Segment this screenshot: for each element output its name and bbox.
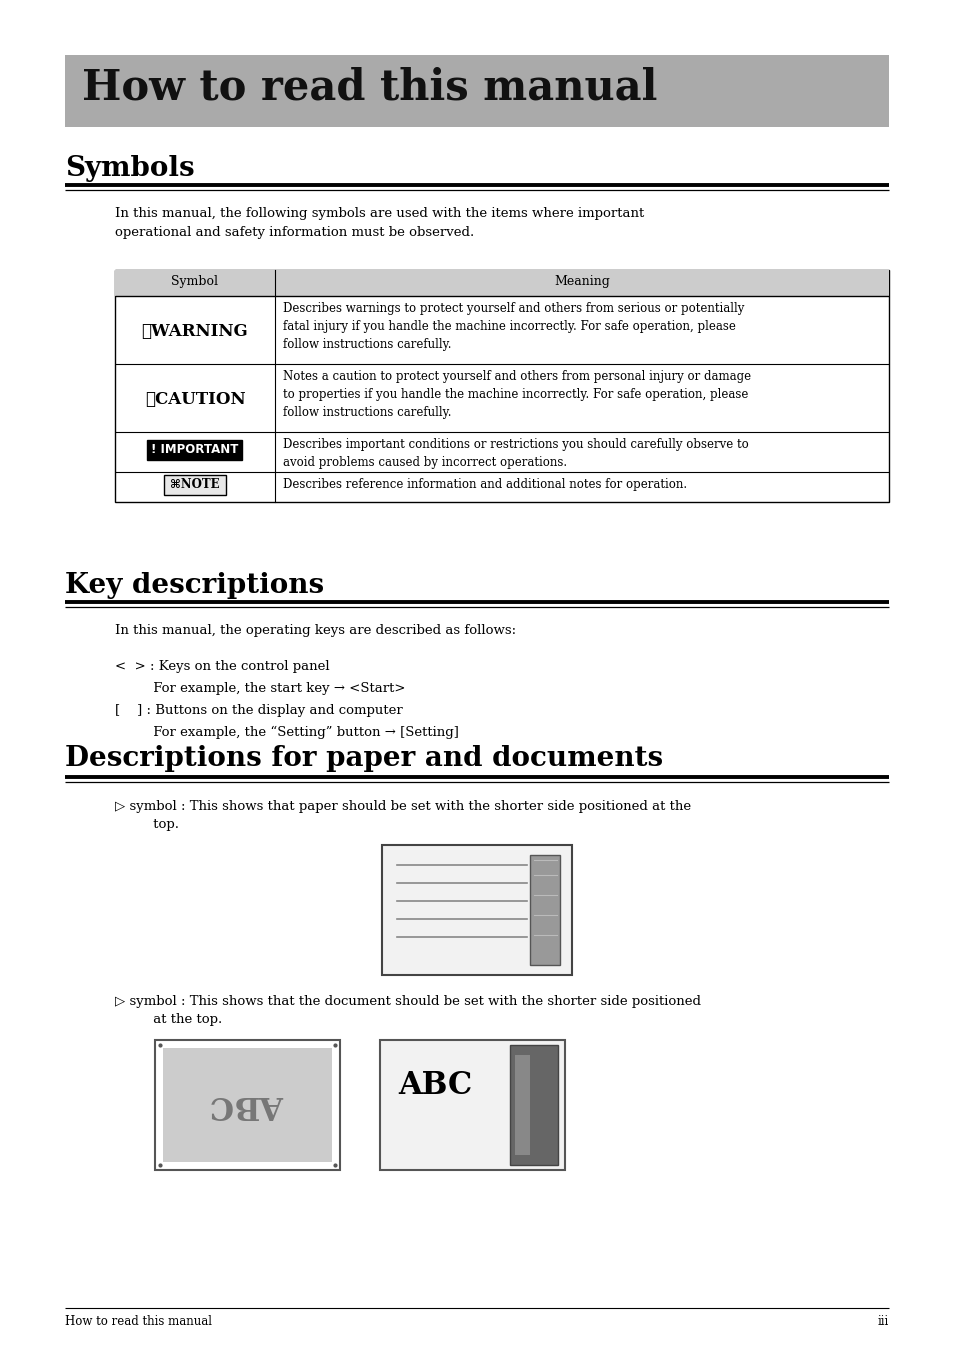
Text: Describes reference information and additional notes for operation.: Describes reference information and addi… [283, 479, 686, 491]
Bar [381, 845, 572, 975]
Text: ▷ symbol : This shows that paper should be set with the shorter side positioned : ▷ symbol : This shows that paper should … [115, 799, 690, 813]
Bar [510, 1045, 558, 1165]
Text: at the top.: at the top. [115, 1012, 222, 1026]
Text: Key descriptions: Key descriptions [65, 572, 324, 599]
Bar [148, 439, 242, 460]
Text: Symbol: Symbol [172, 275, 218, 288]
Text: Descriptions for paper and documents: Descriptions for paper and documents [65, 745, 662, 772]
Bar [164, 474, 226, 495]
Text: Describes warnings to protect yourself and others from serious or potentially
fa: Describes warnings to protect yourself a… [283, 302, 743, 350]
Text: How to read this manual: How to read this manual [82, 67, 657, 109]
Text: Symbols: Symbols [65, 155, 194, 182]
Text: ⚠WARNING: ⚠WARNING [141, 324, 248, 340]
Text: top.: top. [115, 818, 179, 830]
Bar [379, 1041, 564, 1170]
Text: For example, the start key → <Start>: For example, the start key → <Start> [115, 682, 405, 696]
Bar [154, 1041, 339, 1170]
Text: In this manual, the following symbols are used with the items where important
op: In this manual, the following symbols ar… [115, 208, 643, 239]
Bar [163, 1047, 332, 1162]
Bar [530, 855, 559, 965]
Text: ⌘NOTE: ⌘NOTE [170, 479, 219, 491]
Bar [515, 1055, 530, 1155]
Text: ⚠CAUTION: ⚠CAUTION [145, 391, 245, 408]
Text: Meaning: Meaning [554, 275, 609, 288]
Text: [    ] : Buttons on the display and computer: [ ] : Buttons on the display and compute… [115, 704, 402, 717]
Bar [65, 55, 888, 127]
Text: iii: iii [877, 1316, 888, 1328]
Bar [115, 270, 888, 501]
Text: In this manual, the operating keys are described as follows:: In this manual, the operating keys are d… [115, 624, 516, 638]
Bar [115, 270, 888, 297]
Text: ▷ symbol : This shows that the document should be set with the shorter side posi: ▷ symbol : This shows that the document … [115, 995, 700, 1008]
Text: ! IMPORTANT: ! IMPORTANT [152, 443, 238, 456]
Text: ABC: ABC [211, 1089, 284, 1120]
Text: Describes important conditions or restrictions you should carefully observe to
a: Describes important conditions or restri… [283, 438, 748, 469]
Text: Notes a caution to protect yourself and others from personal injury or damage
to: Notes a caution to protect yourself and … [283, 369, 750, 419]
Text: How to read this manual: How to read this manual [65, 1316, 212, 1328]
Text: ABC: ABC [397, 1070, 472, 1101]
Text: For example, the “Setting” button → [Setting]: For example, the “Setting” button → [Set… [115, 727, 458, 739]
Text: <  > : Keys on the control panel: < > : Keys on the control panel [115, 661, 330, 673]
